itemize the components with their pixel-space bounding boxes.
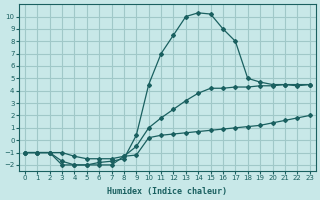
X-axis label: Humidex (Indice chaleur): Humidex (Indice chaleur) [107,187,227,196]
